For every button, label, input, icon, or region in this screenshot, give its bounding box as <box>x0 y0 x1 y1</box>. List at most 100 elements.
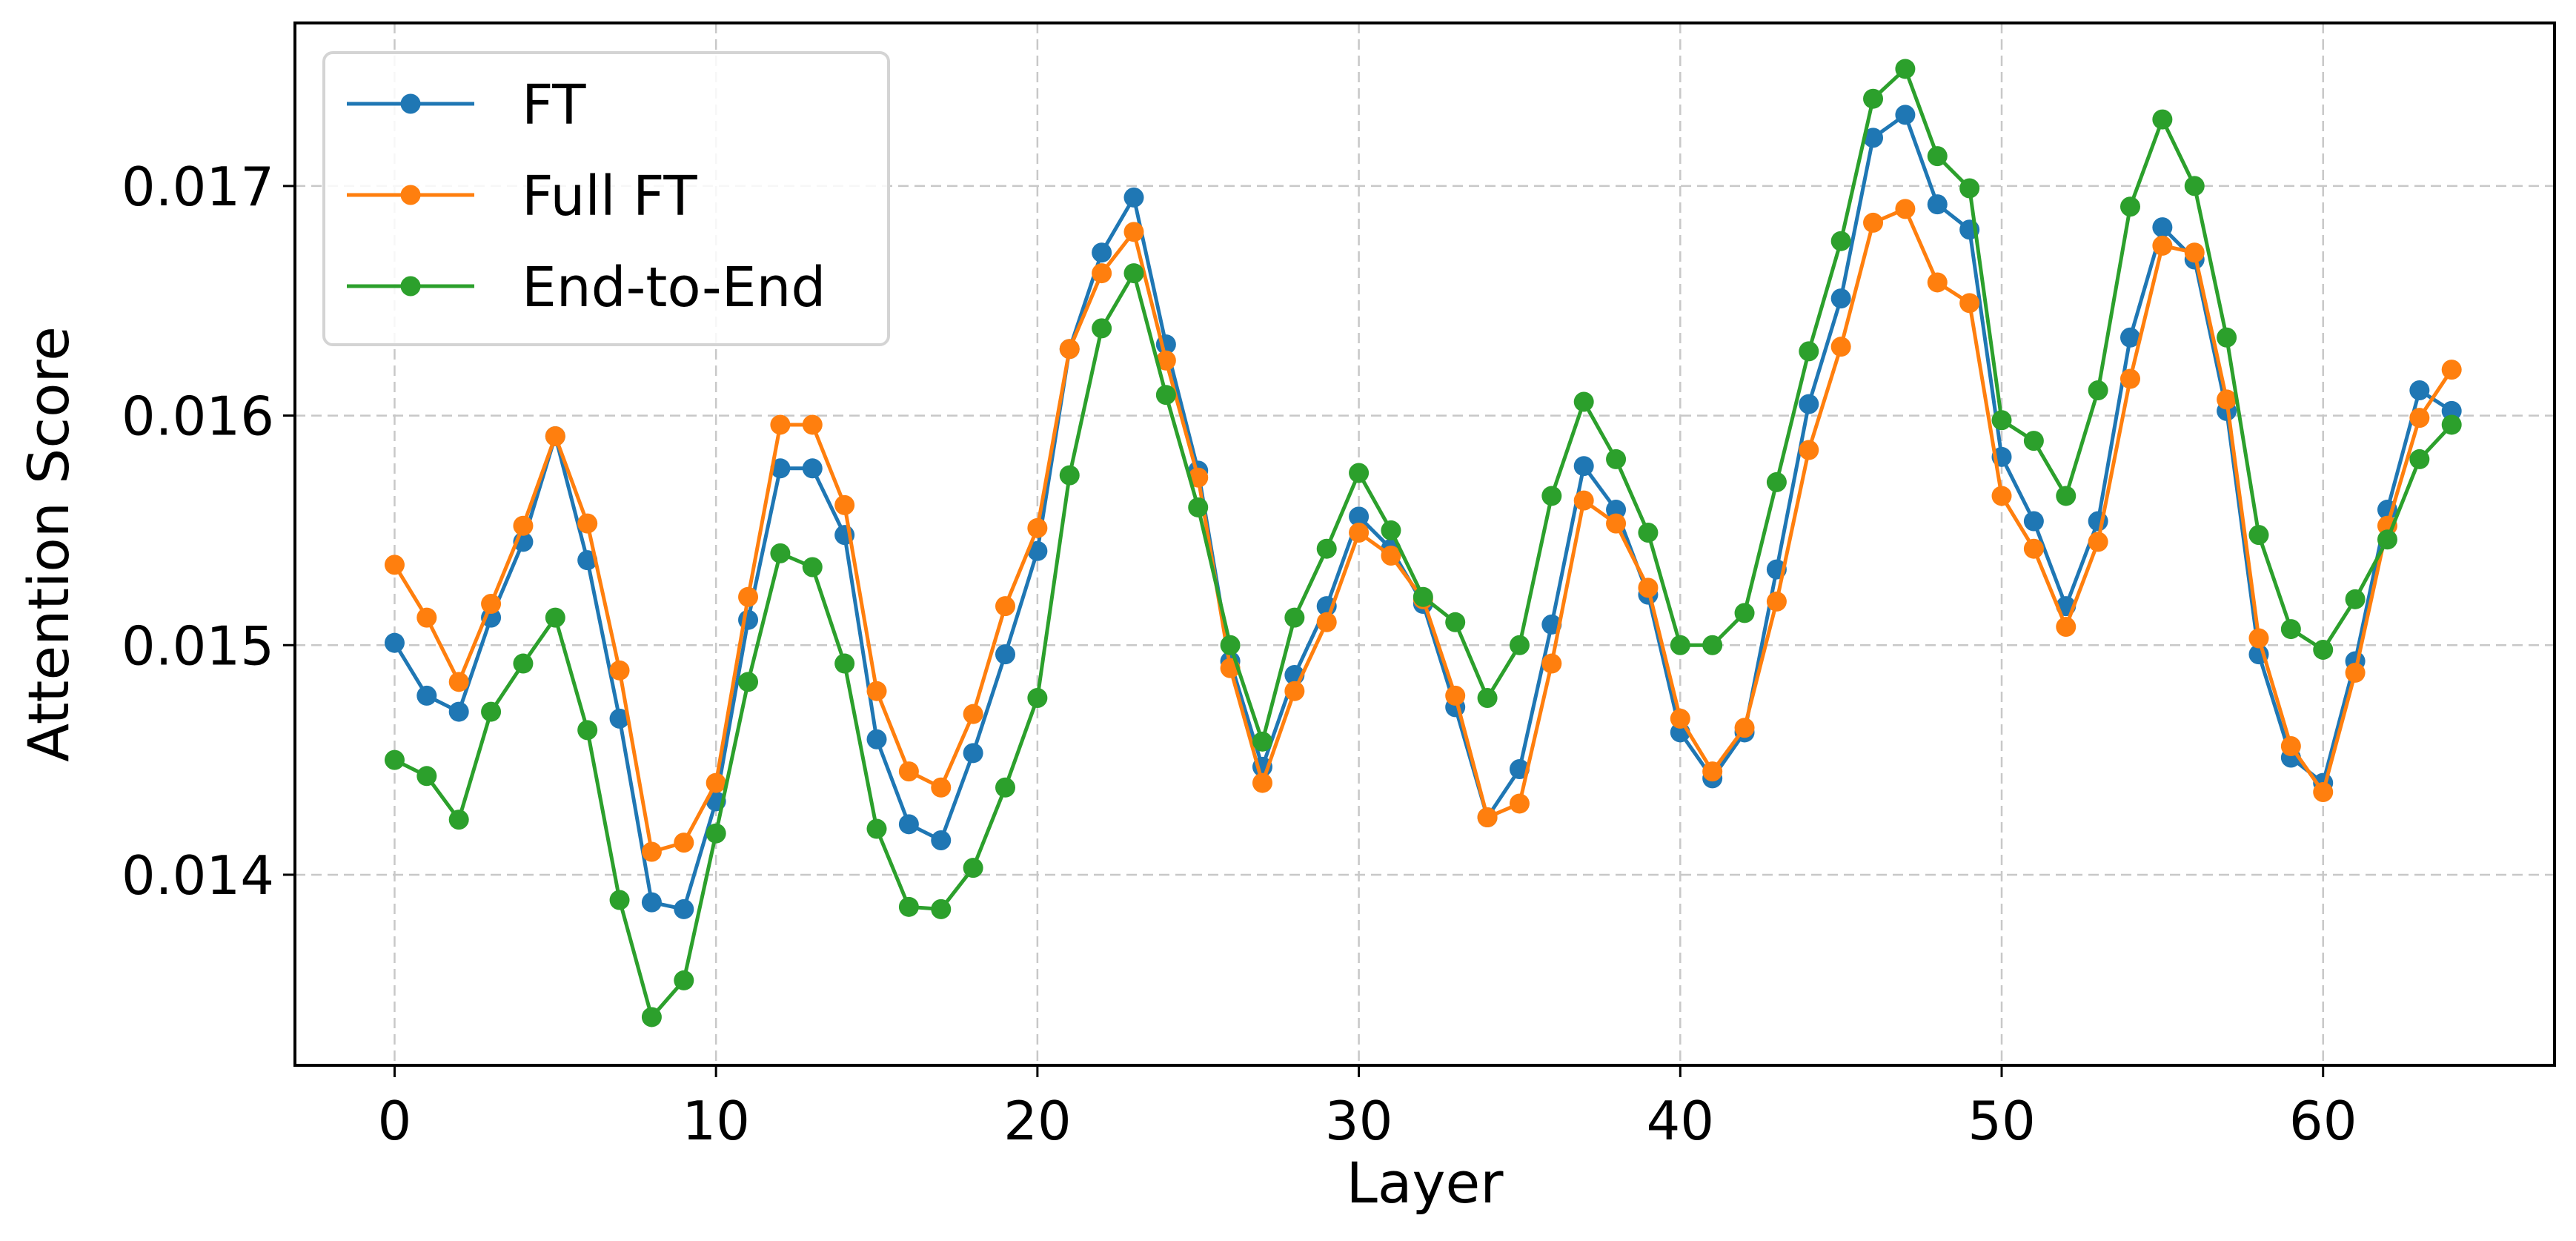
legend-box <box>322 51 890 346</box>
data-point-marker <box>2119 327 2140 348</box>
data-point-marker <box>674 833 694 853</box>
data-point-marker <box>641 841 662 862</box>
data-point-marker <box>802 557 823 578</box>
data-point-marker <box>2441 360 2462 380</box>
x-tick-label: 0 <box>378 1090 412 1152</box>
data-point-marker <box>1702 635 1723 655</box>
data-point-marker <box>1830 288 1851 309</box>
data-point-marker <box>1220 635 1241 655</box>
data-point-marker <box>1573 456 1594 477</box>
y-axis-ticks: 0.014 0.015 0.016 0.017 <box>122 156 295 907</box>
data-point-marker <box>2119 196 2140 217</box>
data-point-marker <box>898 761 919 782</box>
data-point-marker <box>1863 212 1884 233</box>
data-point-marker <box>1766 591 1787 612</box>
data-point-marker <box>2023 511 2044 532</box>
data-point-marker <box>1895 59 1916 79</box>
data-point-marker <box>2184 242 2205 263</box>
data-point-marker <box>802 458 823 479</box>
data-point-marker <box>1863 128 1884 148</box>
data-point-marker <box>834 653 855 674</box>
y-tick-label: 0.015 <box>122 615 274 677</box>
y-axis-label: Attention Score <box>16 326 82 762</box>
data-point-marker <box>448 810 469 830</box>
x-axis-label: Layer <box>1347 1150 1504 1216</box>
data-point-marker <box>834 494 855 515</box>
x-tick-label: 60 <box>2289 1090 2357 1152</box>
data-point-marker <box>1573 391 1594 412</box>
data-point-marker <box>384 749 405 770</box>
data-series <box>384 59 2462 1027</box>
data-point-marker <box>1927 146 1948 167</box>
data-point-marker <box>770 458 791 479</box>
data-point-marker <box>1573 490 1594 511</box>
y-tick-label: 0.017 <box>122 156 274 218</box>
legend-item-ft: FT <box>347 73 586 137</box>
data-point-marker <box>898 896 919 917</box>
data-point-marker <box>2345 589 2366 609</box>
data-point-marker <box>609 890 630 910</box>
data-point-marker <box>1895 199 1916 219</box>
data-point-marker <box>2280 619 2301 640</box>
data-point-marker <box>2345 662 2366 683</box>
data-point-marker <box>1509 793 1530 814</box>
data-point-marker <box>384 632 405 653</box>
data-point-marker <box>1092 263 1112 284</box>
data-point-marker <box>1638 578 1659 598</box>
data-point-marker <box>2313 781 2334 802</box>
data-point-marker <box>2441 400 2462 421</box>
legend: FT Full FT End-to-End <box>322 51 890 346</box>
data-point-marker <box>963 743 983 764</box>
data-point-marker <box>1284 607 1305 628</box>
data-point-marker <box>641 1007 662 1027</box>
data-point-marker <box>416 766 437 787</box>
data-point-marker <box>1381 545 1401 566</box>
data-point-marker <box>1092 318 1112 339</box>
data-point-marker <box>963 858 983 878</box>
data-point-marker <box>931 830 952 851</box>
data-point-marker <box>1445 612 1466 632</box>
data-point-marker <box>1927 194 1948 215</box>
data-point-marker <box>2088 380 2108 401</box>
data-point-marker <box>1638 523 1659 543</box>
x-tick-label: 40 <box>1646 1090 1714 1152</box>
data-point-marker <box>706 772 726 793</box>
data-point-marker <box>1509 635 1530 655</box>
data-point-marker <box>1606 500 1627 520</box>
legend-label: End-to-End <box>522 256 826 320</box>
data-point-marker <box>1059 339 1080 360</box>
data-point-marker <box>545 607 565 628</box>
data-point-marker <box>995 596 1016 617</box>
data-point-marker <box>2217 389 2237 410</box>
x-tick-label: 30 <box>1325 1090 1393 1152</box>
data-point-marker <box>1349 506 1370 527</box>
x-axis-ticks: 0 10 20 30 40 50 60 <box>378 1065 2357 1152</box>
data-point-marker <box>1445 685 1466 706</box>
data-point-marker <box>2377 529 2397 550</box>
legend-label: Full FT <box>522 165 697 228</box>
data-point-marker <box>577 720 598 741</box>
data-point-marker <box>1316 538 1337 559</box>
data-point-marker <box>1284 681 1305 701</box>
data-point-marker <box>2119 368 2140 389</box>
data-point-marker <box>706 823 726 844</box>
data-point-marker <box>1123 187 1144 208</box>
data-point-marker <box>995 777 1016 798</box>
data-point-marker <box>1766 471 1787 492</box>
data-point-marker <box>513 653 534 674</box>
data-point-marker <box>898 814 919 835</box>
data-point-marker <box>674 970 694 990</box>
data-point-marker <box>1477 807 1498 828</box>
data-point-marker <box>448 672 469 692</box>
data-point-marker <box>384 555 405 575</box>
data-point-marker <box>1927 272 1948 293</box>
data-point-marker <box>1830 231 1851 251</box>
data-point-marker <box>674 899 694 919</box>
data-point-marker <box>770 543 791 563</box>
data-point-marker <box>1830 337 1851 357</box>
data-point-marker <box>1188 497 1209 517</box>
legend-label: FT <box>522 73 586 137</box>
data-point-marker <box>1670 635 1690 655</box>
data-point-marker <box>641 892 662 913</box>
y-tick-label: 0.016 <box>122 385 274 448</box>
